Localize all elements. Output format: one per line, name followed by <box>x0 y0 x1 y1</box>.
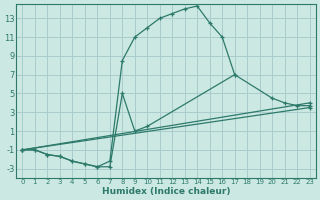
X-axis label: Humidex (Indice chaleur): Humidex (Indice chaleur) <box>102 187 230 196</box>
